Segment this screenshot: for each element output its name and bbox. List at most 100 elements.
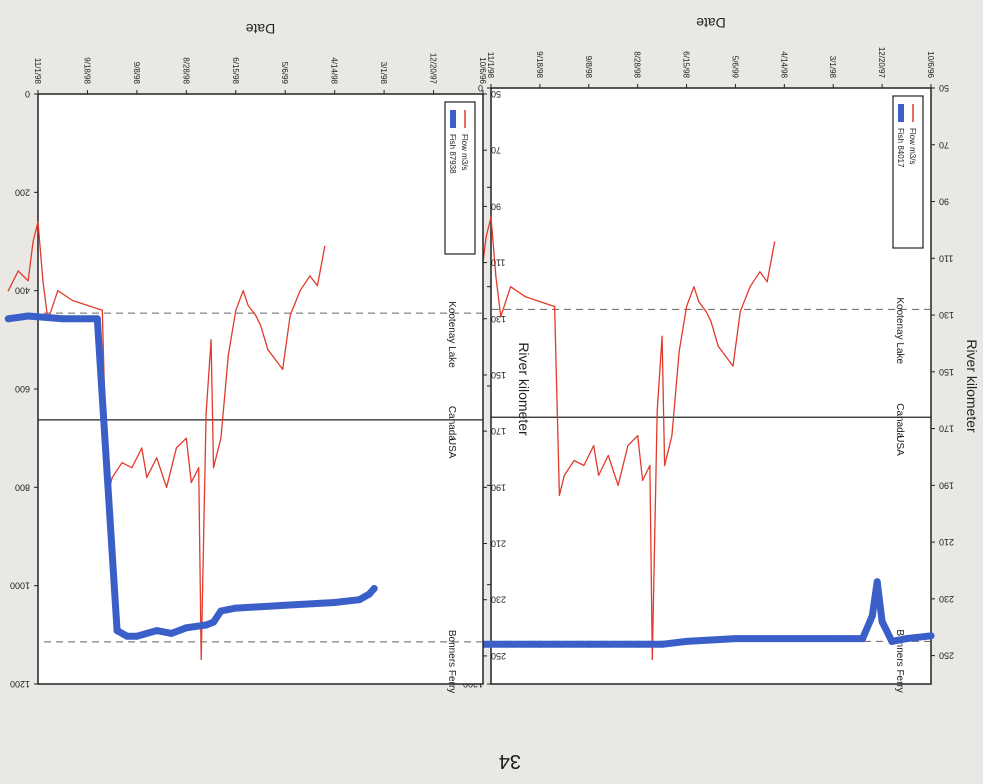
series-point [698,301,700,303]
series-point [664,464,666,467]
y-left-axis-title: River kilometer [964,339,980,433]
x-tick-label: 8/28/98 [633,51,642,78]
series-point [873,578,881,586]
series-point [156,457,158,459]
legend-box [444,101,476,255]
series-point [205,413,207,415]
y-left-tick-label: 170 [491,426,506,436]
series-point [165,486,168,488]
y-right-tick-label: 600 [15,384,30,394]
series-point [593,445,595,447]
series-point [113,627,121,635]
x-tick-label: 3/1/98 [828,56,837,79]
series-point [232,604,240,612]
series-point [656,410,658,412]
series-point [254,314,257,316]
series-point [131,467,133,469]
series-point [57,290,59,292]
series-point [324,245,326,247]
series-point [190,481,192,483]
page-number: 34 [498,750,521,772]
series-point [573,459,575,462]
legend-entry: Flow m3/s [908,128,917,164]
series-point [281,601,289,609]
series-point [524,296,526,298]
series-point [133,632,141,640]
y-left-tick-label: 90 [939,197,949,207]
series-point [141,447,143,449]
series-point [227,354,229,356]
series-point [490,216,492,218]
series-point [642,479,644,481]
series-point [563,474,565,476]
series-point [212,467,215,469]
legend-entry: Flow m3/s [460,134,469,170]
reference-line-label: USA [446,438,457,459]
series-point [289,314,291,316]
series-point [365,590,373,598]
y-left-tick-label: 90 [491,201,501,211]
y-left-tick-label: 190 [939,480,954,490]
series-point [242,290,244,292]
series-point [607,454,609,457]
series-point [487,640,495,648]
series-point [766,281,768,283]
series-point [661,335,663,337]
series-point [651,658,653,660]
series-point [200,658,202,660]
series-point [4,315,12,323]
series-point [903,635,911,643]
y-right-tick-label: 1000 [10,581,30,591]
series-point [210,339,212,341]
series-point [598,474,600,476]
series-point [637,435,639,437]
series-point [725,355,727,357]
x-tick-label: 4/14/98 [779,51,788,78]
series-point [780,635,788,643]
y-right-tick-label: 400 [15,286,30,296]
y-right-tick-label: 800 [15,482,30,492]
series-point [235,309,237,311]
x-tick-label: 9/8/98 [132,62,141,85]
reference-line-label: Bonners Ferry [894,629,905,692]
series-point [495,276,497,278]
series-point [17,270,19,272]
series-point [111,476,113,479]
y-right-tick-label: 200 [15,187,30,197]
series-point [32,240,34,243]
y-left-tick-label: 110 [491,258,505,268]
x-tick-label: 12/20/97 [877,47,886,79]
series-point [274,358,276,361]
y-left-tick-label: 130 [939,310,954,320]
series-point [759,271,761,273]
x-tick-label: 9/18/98 [535,51,544,78]
series-point [774,241,776,243]
series-point [220,437,222,439]
series-point [59,315,67,323]
series-point [309,275,311,277]
series-point [168,629,175,637]
y-right-tick-label: 1200 [10,679,30,689]
series-point [299,290,301,292]
series-point [536,640,544,648]
series-point [749,286,751,288]
y-left-tick-label: 170 [939,424,954,434]
x-axis-title: Date [246,21,276,37]
series-point [267,349,269,351]
series-point [42,280,44,282]
x-tick-label: 9/18/98 [82,57,91,84]
y-left-tick-label: 130 [491,314,506,324]
series-line [7,221,326,661]
series-point [24,312,32,320]
y-left-tick-label: 250 [939,651,954,661]
y-left-axis-title: River kilometer [516,342,532,436]
x-tick-label: 10/6/96 [926,51,935,78]
plot-area [490,87,932,685]
series-point [210,618,217,626]
series-point [634,640,642,648]
series-point [121,462,123,464]
y-left-tick-label: 230 [491,595,506,605]
